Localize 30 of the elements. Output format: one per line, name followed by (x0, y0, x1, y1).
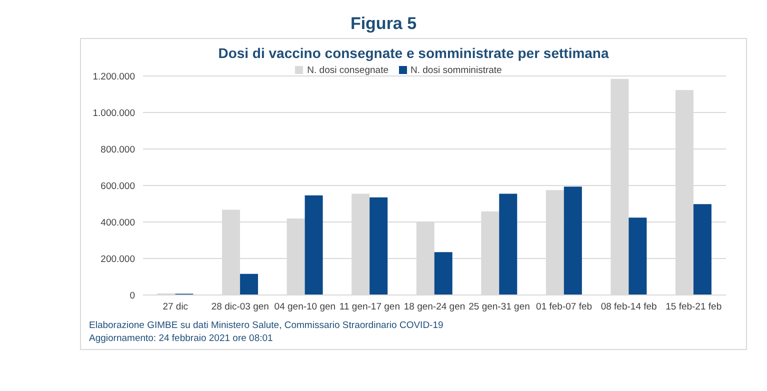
y-tick-label: 400.000 (100, 217, 135, 228)
legend-label: N. dosi somministrate (410, 65, 502, 76)
x-tick-label: 15 feb-21 feb (666, 302, 722, 313)
bar (240, 274, 258, 295)
x-tick-label: 04 gen-10 gen (274, 302, 336, 313)
y-tick-label: 800.000 (100, 144, 135, 156)
text: Aggiornamento: 24 febbraio 2021 ore 08:01 (89, 332, 274, 345)
bar (628, 218, 647, 295)
y-tick-label: 1.000.000 (92, 108, 135, 119)
x-tick-label: 01 feb-07 feb (536, 302, 592, 313)
legend-label: N. dosi consegnate (307, 65, 388, 76)
y-tick-label: 1.200.000 (92, 71, 135, 82)
bar (499, 194, 518, 295)
x-tick-label: 27 dic (162, 302, 188, 313)
bar (304, 195, 323, 295)
x-tick-label: 28 dic-03 gen (211, 302, 269, 313)
y-tick-label: 600.000 (100, 180, 135, 192)
y-tick-label: 200.000 (100, 254, 135, 265)
x-tick-label: 18 gen-24 gen (404, 302, 466, 313)
bar (370, 197, 388, 295)
bar (434, 252, 452, 295)
y-tick-label: 0 (130, 290, 135, 302)
x-tick-label: 25 gen-31 gen (468, 302, 530, 313)
chart-subtitle: Dosi di vaccino consegnate e somministrate per settimana (217, 45, 610, 61)
bar (693, 204, 712, 295)
chart-title: Figura 5 (349, 14, 418, 34)
x-tick-label: 11 gen-17 gen (339, 302, 400, 313)
text: Elaborazione GIMBE su dati Ministero Salute, Commissario Straordinario COVID-19 (89, 319, 444, 332)
bar (564, 186, 582, 295)
x-tick-label: 08 feb-14 feb (600, 302, 657, 313)
